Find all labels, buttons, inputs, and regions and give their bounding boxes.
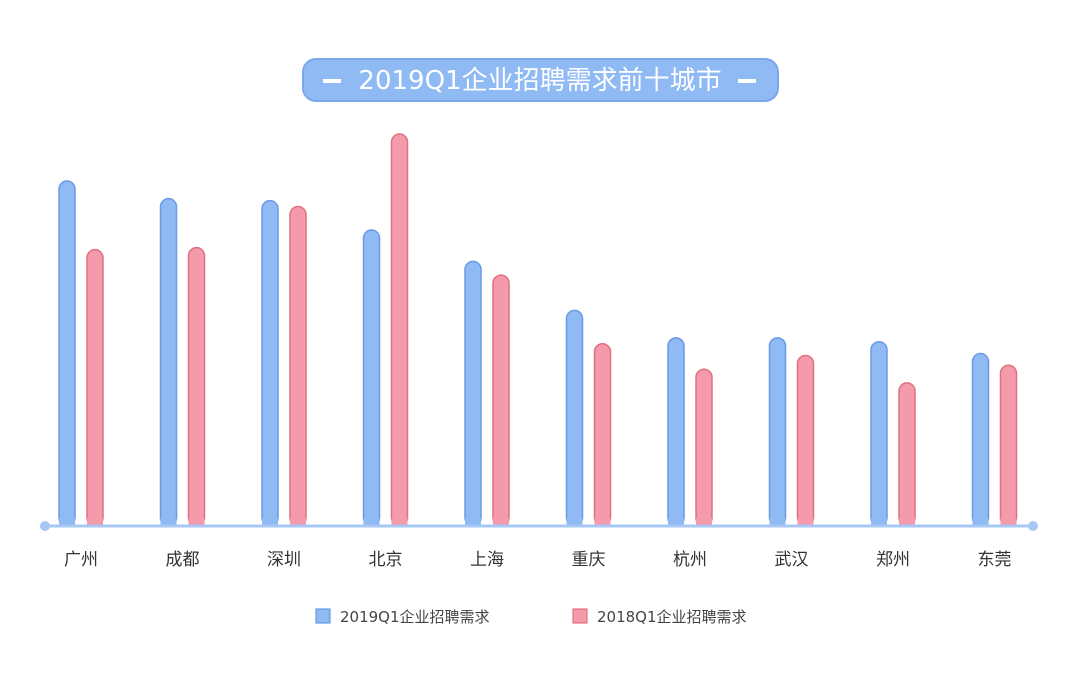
x-tick-labels: 广州 成都 深圳 北京 上海 重庆 杭州 武汉 郑州 东莞 — [64, 550, 1012, 570]
bar-base-2019q1-7 — [769, 518, 786, 526]
bar-base-2018q1-4 — [493, 518, 509, 526]
bar-base-2019q1-4 — [465, 518, 481, 526]
bar-base-2018q1-3 — [391, 518, 408, 526]
x-tick-label: 北京 — [369, 550, 403, 570]
title-dash-right — [738, 79, 756, 83]
bar-base-2018q1-6 — [696, 518, 712, 526]
x-tick-label: 广州 — [64, 550, 98, 570]
bar-base-2018q1-2 — [290, 518, 306, 526]
bar-base-2019q1-8 — [871, 518, 887, 526]
bar-2019q1-0 — [58, 180, 76, 527]
bar-base-2018q1-9 — [1000, 518, 1017, 526]
x-tick-label: 东莞 — [978, 550, 1012, 570]
chart-title: 2019Q1企业招聘需求前十城市 — [358, 66, 721, 96]
title-dash-left — [323, 79, 341, 83]
x-tick-label: 成都 — [166, 550, 200, 570]
x-tick-label: 上海 — [470, 550, 504, 570]
bar-2018q1-3 — [390, 133, 409, 527]
x-axis — [40, 521, 1038, 531]
bar-2018q1-1 — [187, 246, 206, 527]
bar-2019q1-5 — [565, 309, 584, 527]
bar-2019q1-3 — [362, 229, 381, 527]
legend-swatch-2018q1 — [572, 608, 588, 624]
bar-2019q1-4 — [464, 260, 482, 527]
bar-base-2018q1-0 — [87, 518, 103, 526]
bar-2019q1-1 — [159, 197, 178, 527]
x-axis-endpoint-right — [1028, 521, 1038, 531]
bar-2018q1-7 — [796, 354, 815, 527]
chart-title-background — [302, 58, 779, 102]
bar-2018q1-5 — [593, 342, 612, 527]
bar-2019q1-8 — [870, 341, 888, 527]
bar-base-2019q1-5 — [566, 518, 583, 526]
bar-base-2019q1-2 — [262, 518, 278, 526]
bar-base-2019q1-6 — [668, 518, 684, 526]
bar-2018q1-0 — [86, 248, 104, 527]
legend: 2019Q1企业招聘需求 2018Q1企业招聘需求 — [315, 608, 747, 626]
chart-title-group: 2019Q1企业招聘需求前十城市 — [302, 58, 779, 102]
bar-2018q1-6 — [695, 368, 713, 527]
bar-base-2019q1-9 — [972, 518, 989, 526]
x-tick-label: 郑州 — [876, 550, 910, 570]
bar-base-2019q1-0 — [59, 518, 75, 526]
bar-2019q1-9 — [971, 352, 990, 527]
bar-2018q1-9 — [999, 364, 1018, 527]
x-tick-label: 深圳 — [267, 550, 301, 570]
bar-2018q1-2 — [289, 205, 307, 527]
bar-2019q1-6 — [667, 337, 685, 527]
legend-label-2018q1: 2018Q1企业招聘需求 — [597, 608, 747, 626]
x-axis-endpoint-left — [40, 521, 50, 531]
bar-base-2018q1-8 — [899, 518, 915, 526]
bar-base-2019q1-1 — [160, 518, 177, 526]
x-tick-label: 重庆 — [572, 550, 606, 570]
x-tick-label: 杭州 — [673, 550, 707, 570]
legend-label-2019q1: 2019Q1企业招聘需求 — [340, 608, 490, 626]
bar-2019q1-2 — [261, 199, 279, 527]
bar-2018q1-8 — [898, 382, 916, 527]
bar-base-2018q1-1 — [188, 518, 205, 526]
x-tick-label: 武汉 — [775, 550, 809, 570]
bar-base-2018q1-5 — [594, 518, 611, 526]
bar-base-2018q1-7 — [797, 518, 814, 526]
bars-group — [58, 133, 1018, 527]
bar-2018q1-4 — [492, 274, 510, 527]
legend-swatch-2019q1 — [315, 608, 331, 624]
bar-base-2019q1-3 — [363, 518, 380, 526]
bar-2019q1-7 — [768, 337, 787, 527]
